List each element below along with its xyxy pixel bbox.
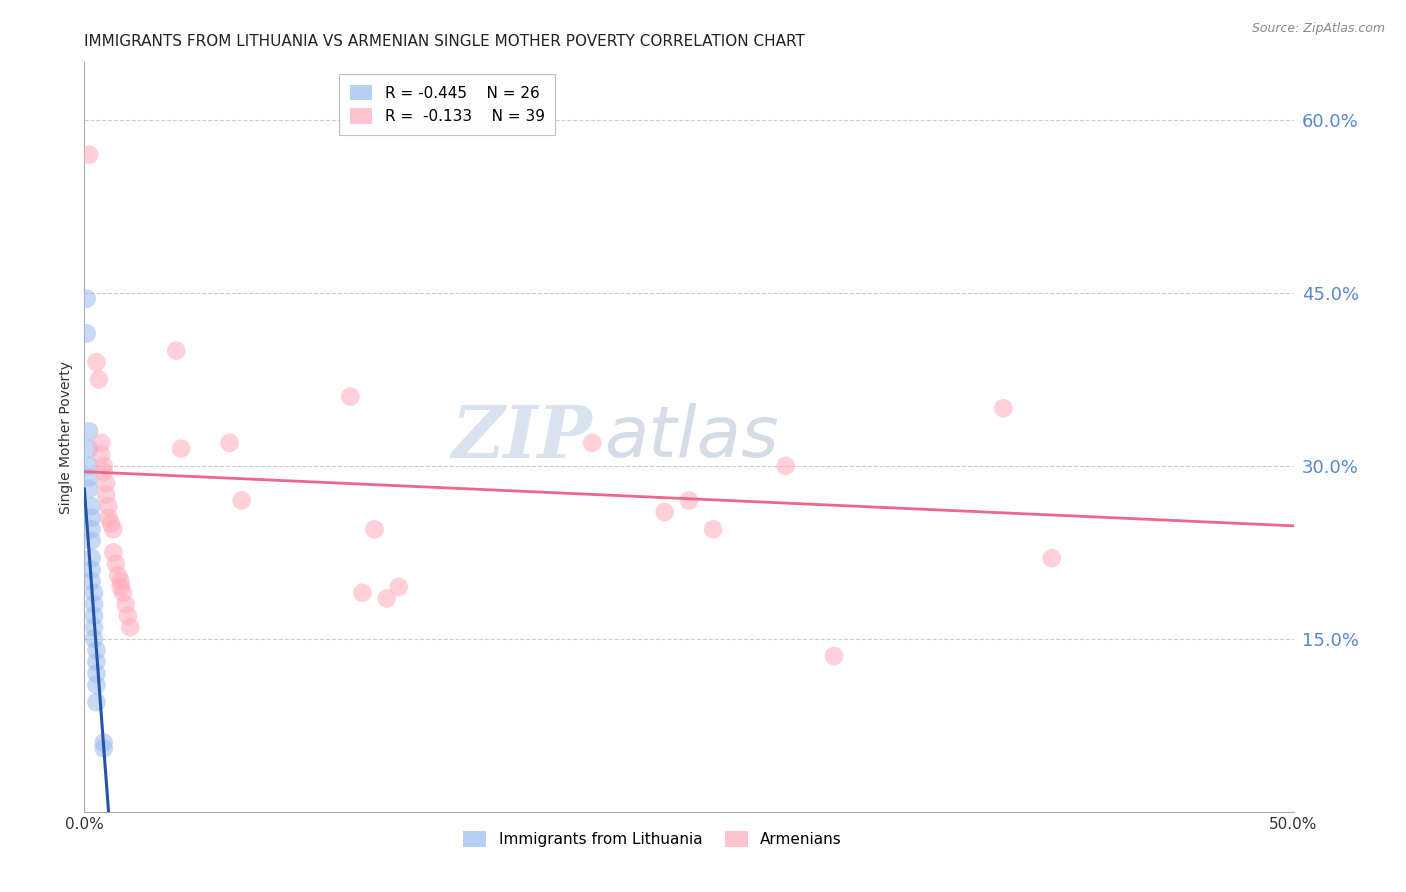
Point	[80, 533, 103, 548]
Point	[86, 355, 108, 369]
Point	[80, 510, 103, 524]
Point	[388, 580, 411, 594]
Text: ZIP: ZIP	[451, 401, 592, 473]
Point	[76, 326, 98, 341]
Point	[231, 493, 253, 508]
Point	[86, 695, 108, 709]
Point	[363, 522, 385, 536]
Point	[80, 500, 103, 514]
Point	[93, 465, 115, 479]
Point	[339, 390, 361, 404]
Point	[77, 425, 100, 439]
Point	[97, 500, 120, 514]
Point	[77, 458, 100, 473]
Point	[112, 585, 135, 599]
Point	[352, 585, 374, 599]
Point	[678, 493, 700, 508]
Point	[90, 447, 112, 461]
Point	[110, 580, 132, 594]
Point	[86, 655, 108, 669]
Text: Source: ZipAtlas.com: Source: ZipAtlas.com	[1251, 22, 1385, 36]
Point	[94, 476, 117, 491]
Point	[375, 591, 398, 606]
Point	[104, 557, 127, 571]
Point	[110, 574, 132, 589]
Point	[581, 435, 603, 450]
Point	[80, 574, 103, 589]
Point	[93, 741, 115, 756]
Point	[80, 563, 103, 577]
Point	[94, 488, 117, 502]
Text: atlas: atlas	[605, 402, 779, 472]
Point	[86, 678, 108, 692]
Point	[76, 292, 98, 306]
Point	[1040, 551, 1063, 566]
Point	[117, 608, 139, 623]
Point	[83, 608, 105, 623]
Y-axis label: Single Mother Poverty: Single Mother Poverty	[59, 360, 73, 514]
Point	[90, 435, 112, 450]
Point	[218, 435, 240, 450]
Point	[654, 505, 676, 519]
Point	[83, 632, 105, 646]
Point	[702, 522, 724, 536]
Legend: Immigrants from Lithuania, Armenians: Immigrants from Lithuania, Armenians	[454, 822, 851, 856]
Point	[823, 649, 845, 664]
Point	[100, 516, 122, 531]
Point	[86, 643, 108, 657]
Point	[114, 597, 136, 611]
Point	[87, 372, 110, 386]
Point	[993, 401, 1015, 416]
Point	[165, 343, 187, 358]
Point	[83, 597, 105, 611]
Point	[77, 147, 100, 161]
Point	[103, 522, 125, 536]
Point	[86, 666, 108, 681]
Point	[93, 735, 115, 749]
Text: IMMIGRANTS FROM LITHUANIA VS ARMENIAN SINGLE MOTHER POVERTY CORRELATION CHART: IMMIGRANTS FROM LITHUANIA VS ARMENIAN SI…	[84, 34, 806, 49]
Point	[77, 482, 100, 496]
Point	[77, 442, 100, 456]
Point	[93, 458, 115, 473]
Point	[80, 522, 103, 536]
Point	[83, 585, 105, 599]
Point	[103, 545, 125, 559]
Point	[775, 458, 797, 473]
Point	[107, 568, 129, 582]
Point	[120, 620, 142, 634]
Point	[97, 510, 120, 524]
Point	[170, 442, 193, 456]
Point	[83, 620, 105, 634]
Point	[77, 470, 100, 484]
Point	[80, 551, 103, 566]
